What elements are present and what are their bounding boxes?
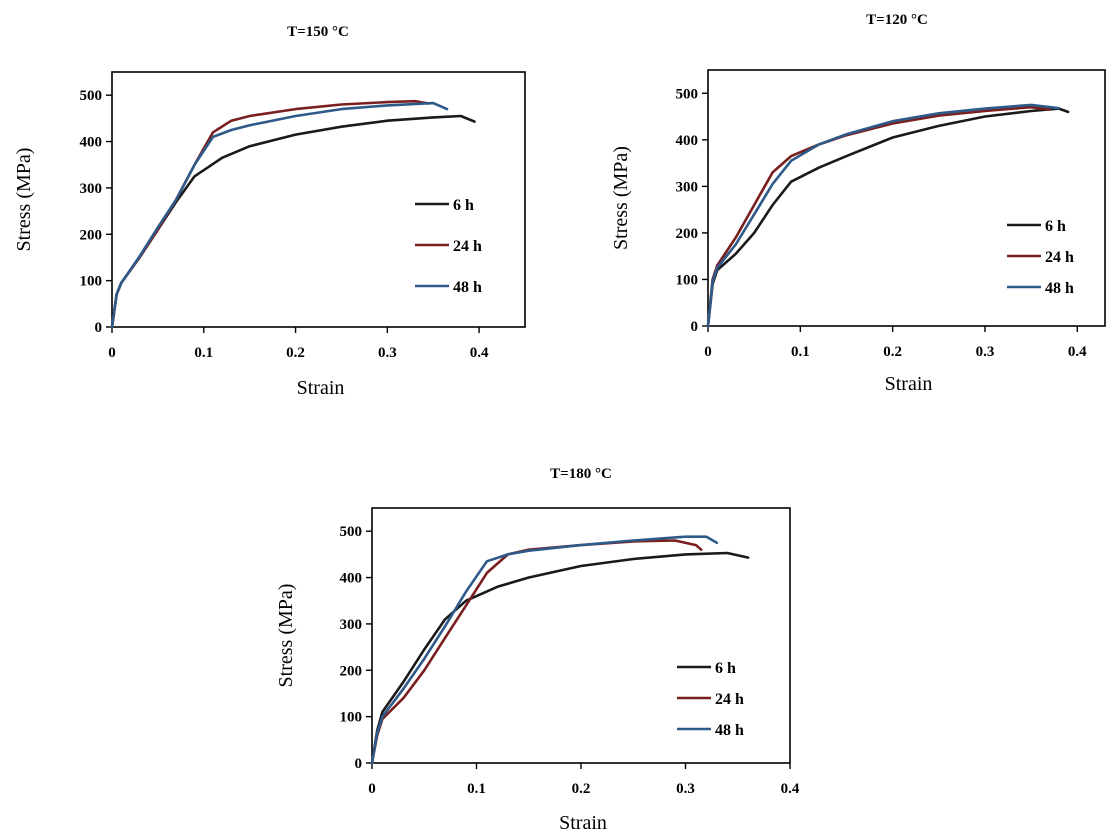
y-tick-label: 200	[340, 663, 363, 679]
legend: 6 h 24 h 48 h	[415, 197, 482, 296]
legend-label: 48 h	[715, 722, 744, 739]
y-tick-label: 0	[355, 756, 363, 772]
legend-label: 24 h	[453, 238, 482, 255]
x-tick-label: 0.4	[781, 781, 800, 797]
x-tick-label: 0.1	[791, 344, 810, 360]
y-tick-label: 400	[676, 133, 699, 149]
x-tick-label: 0.1	[194, 345, 213, 361]
series-line-24h	[706, 105, 1051, 328]
x-tick-label: 0.3	[676, 781, 695, 797]
y-axis-label: Stress (MPa)	[610, 146, 632, 250]
series-line-6h	[110, 114, 476, 329]
x-axis-label: Strain	[297, 377, 345, 399]
y-tick-label: 500	[340, 524, 363, 540]
x-tick-label: 0.3	[378, 345, 397, 361]
y-tick-label: 200	[676, 226, 699, 242]
legend-label: 6 h	[1045, 218, 1066, 235]
chart-title: T=120 °C	[866, 12, 928, 28]
chart-title: T=150 °C	[287, 24, 349, 40]
x-tick-label: 0.4	[1068, 344, 1087, 360]
x-tick-label: 0.2	[286, 345, 305, 361]
x-tick-label: 0.3	[976, 344, 995, 360]
chart-title: T=180 °C	[550, 466, 612, 482]
series-line-48h	[370, 535, 719, 765]
y-tick-label: 500	[80, 88, 103, 104]
x-tick-label: 0.4	[470, 345, 489, 361]
legend-label: 48 h	[453, 279, 482, 296]
legend: 6 h 24 h 48 h	[677, 660, 744, 739]
y-axis-label: Stress (MPa)	[275, 584, 297, 688]
y-tick-label: 100	[80, 274, 103, 290]
y-tick-label: 100	[676, 272, 699, 288]
chart-panel-1: T=150 °C 0 100 200 300 400 500 0 0.1 0.2 0.3 0.4 Str…	[13, 24, 526, 399]
series-line-6h	[370, 551, 750, 765]
y-tick-label: 0	[691, 319, 699, 335]
x-tick-label: 0	[368, 781, 376, 797]
y-tick-label: 200	[80, 227, 103, 243]
y-axis-label: Stress (MPa)	[13, 148, 35, 252]
x-tick-label: 0.1	[467, 781, 486, 797]
series-line-48h	[110, 101, 449, 329]
y-tick-label: 400	[80, 135, 103, 151]
legend-label: 6 h	[715, 660, 736, 677]
legend: 6 h 24 h 48 h	[1007, 218, 1074, 297]
y-tick-label: 300	[340, 617, 363, 633]
y-tick-label: 300	[676, 179, 699, 195]
series-line-24h	[370, 539, 703, 765]
y-tick-label: 100	[340, 710, 363, 726]
y-tick-label: 400	[340, 571, 363, 587]
legend-label: 6 h	[453, 197, 474, 214]
x-tick-label: 0	[704, 344, 712, 360]
plot-area-frame	[111, 71, 526, 328]
series-line-48h	[706, 103, 1061, 328]
x-tick-label: 0.2	[572, 781, 591, 797]
y-tick-label: 300	[80, 181, 103, 197]
legend-label: 48 h	[1045, 280, 1074, 297]
series-line-24h	[110, 99, 430, 329]
x-axis-label: Strain	[885, 373, 933, 395]
legend-label: 24 h	[715, 691, 744, 708]
series-line-6h	[706, 107, 1070, 328]
plot-area-frame	[707, 69, 1106, 327]
legend-label: 24 h	[1045, 249, 1074, 266]
y-tick-label: 500	[676, 86, 699, 102]
x-tick-label: 0.2	[883, 344, 902, 360]
y-tick-label: 0	[95, 320, 103, 336]
chart-panel-3: T=180 °C 0 100 200 300 400 500 0 0.1 0.2 0.3 0.4 Str…	[275, 466, 800, 834]
chart-panel-2: T=120 °C 0 100 200 300 400 500 0 0.1 0.2 0.3 0.4 Str…	[610, 12, 1106, 395]
x-axis-label: Strain	[559, 812, 607, 834]
x-tick-label: 0	[108, 345, 116, 361]
